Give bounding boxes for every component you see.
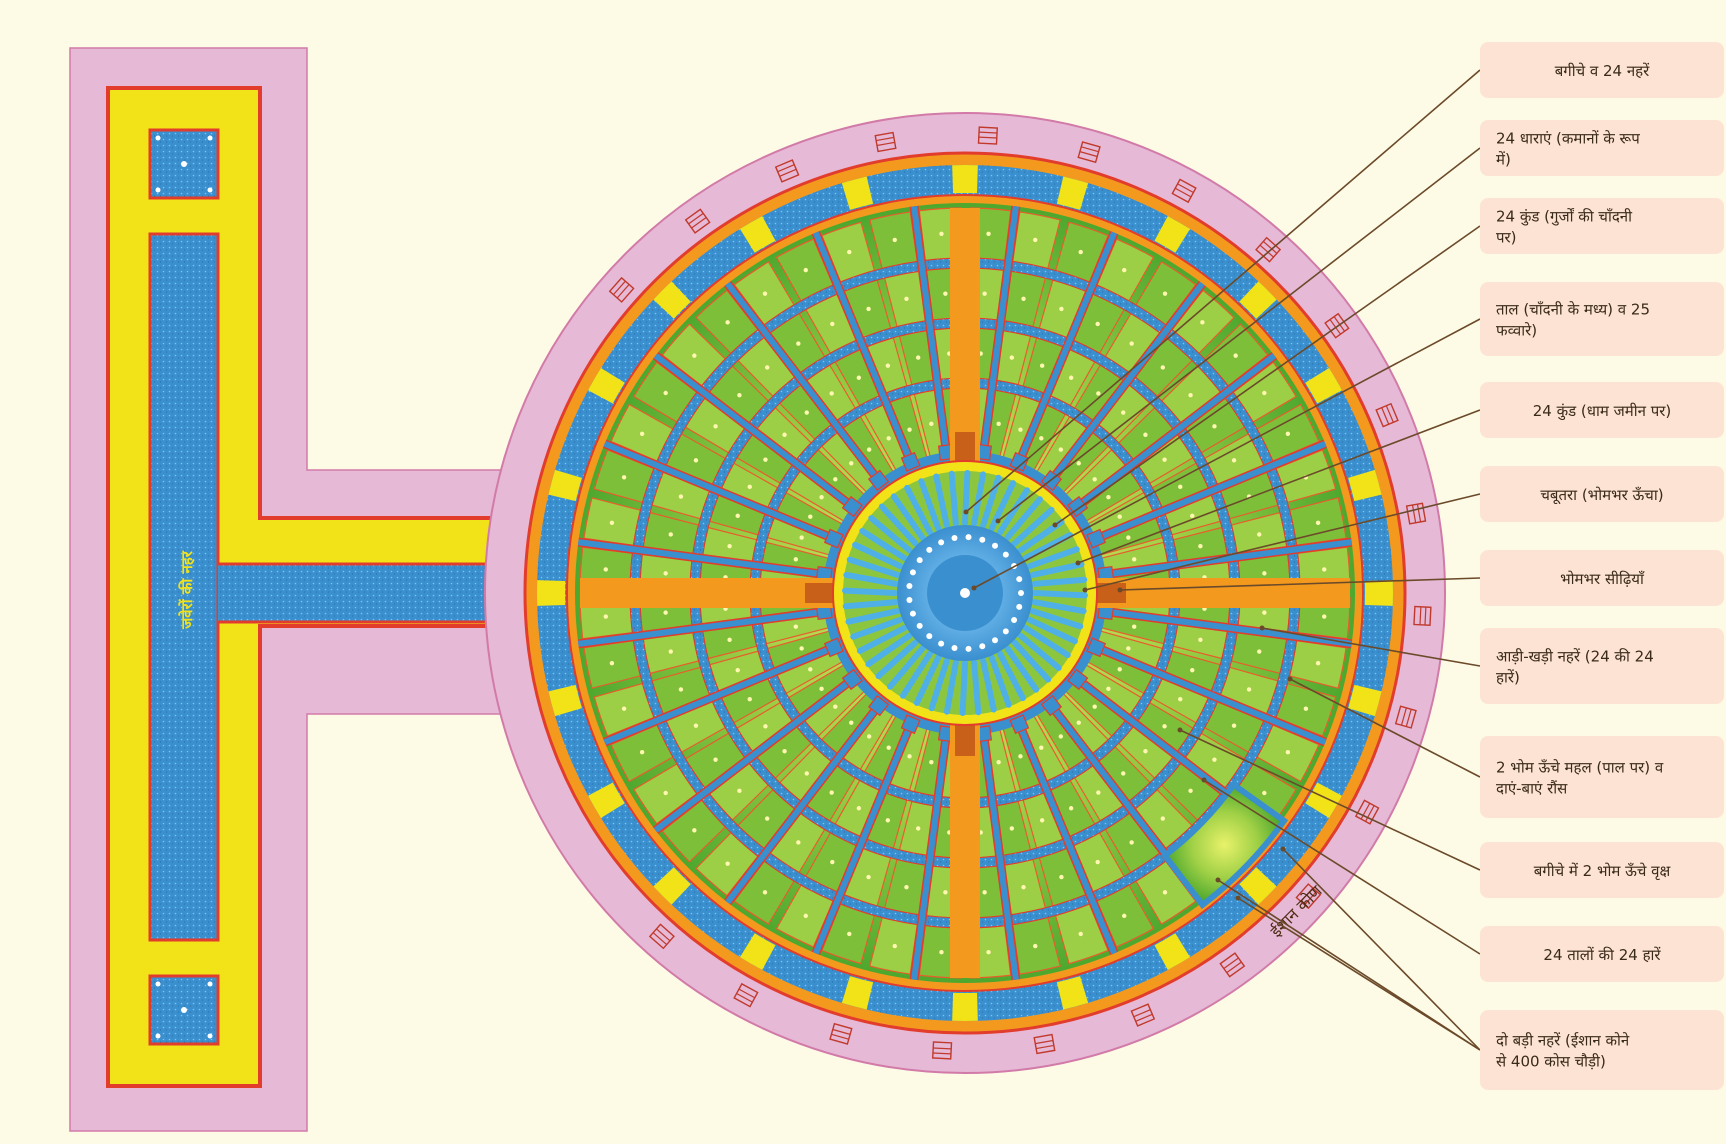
label-streams-arches: 24 धाराएं (कमानों के रूप में)	[1480, 120, 1724, 176]
label-text: बगीचे में 2 भोम ऊँचे वृक्ष	[1534, 862, 1671, 881]
fountain-icon	[926, 547, 932, 553]
fountain-icon	[952, 535, 958, 541]
label-chabutara: चबूतरा (भोमभर ऊँचा)	[1480, 466, 1724, 522]
leader-line	[1283, 849, 1480, 1050]
fountain-icon	[1003, 552, 1009, 558]
fountain-icon	[1016, 604, 1022, 610]
label-text: 24 तालों की 24 हारें	[1543, 946, 1661, 964]
label-gardens-canals: बगीचे व 24 नहरें	[1480, 42, 1724, 98]
label-text: 24 कुंड (धाम जमीन पर)	[1533, 402, 1671, 421]
canal-pool-bottom	[150, 976, 218, 1044]
label-text: फव्वारे)	[1496, 322, 1537, 340]
label-text: से 400 कोस चौड़ी)	[1496, 1053, 1606, 1071]
fountain-icon	[906, 597, 912, 603]
fountain-icon	[966, 646, 972, 652]
fountain-icon	[926, 633, 932, 639]
fountain-icon	[1011, 617, 1017, 623]
label-bhombhar-stairs: भोमभर सीढ़ियाँ	[1480, 550, 1724, 606]
label-text: बगीचे व 24 नहरें	[1555, 62, 1650, 80]
label-cross-canals: आड़ी-खड़ी नहरें (24 की 24 हारें)	[1480, 628, 1724, 704]
fountain-icon	[966, 534, 972, 540]
canal-pool-top	[150, 130, 218, 198]
label-text: दाएं-बाएं रौंस	[1496, 780, 1568, 798]
fountain-icon	[1003, 628, 1009, 634]
fountain-icon	[906, 583, 912, 589]
label-text: 2 भोम ऊँचे महल (पाल पर) व	[1496, 759, 1664, 777]
label-text: ताल (चाँदनी के मध्य) व 25	[1496, 301, 1650, 319]
label-taal-rows: 24 तालों की 24 हारें	[1480, 926, 1724, 982]
label-text: दो बड़ी नहरें (ईशान कोने	[1496, 1032, 1630, 1050]
fountain-icon	[1016, 576, 1022, 582]
label-text: हारें)	[1496, 669, 1520, 687]
fountain-icon	[992, 637, 998, 643]
label-kund-dham: 24 कुंड (धाम जमीन पर)	[1480, 382, 1724, 438]
label-text: में)	[1496, 151, 1511, 169]
label-text: चबूतरा (भोमभर ऊँचा)	[1540, 486, 1663, 505]
fountain-icon	[917, 623, 923, 629]
fountain-icon	[979, 643, 985, 649]
label-boxes: बगीचे व 24 नहरें 24 धाराएं (कमानों के रूप…	[1480, 42, 1724, 1090]
label-trees: बगीचे में 2 भोम ऊँचे वृक्ष	[1480, 842, 1724, 898]
fountain-icon	[910, 611, 916, 617]
label-text: 24 कुंड (गुर्जों की चाँदनी	[1496, 208, 1633, 227]
label-big-canals: दो बड़ी नहरें (ईशान कोने से 400 कोस चौड़ी…	[1480, 1010, 1724, 1090]
fountain-icon	[1018, 590, 1024, 596]
fountain-icon	[938, 641, 944, 647]
label-text: 24 धाराएं (कमानों के रूप	[1496, 130, 1640, 148]
fountain-icon	[910, 569, 916, 575]
canal-vertical-label: जवेरों की नहर	[178, 550, 196, 630]
label-kund-gurjon: 24 कुंड (गुर्जों की चाँदनी पर)	[1480, 198, 1724, 254]
fountain-icon	[979, 537, 985, 543]
fountain-icon	[992, 543, 998, 549]
label-palaces: 2 भोम ऊँचे महल (पाल पर) व दाएं-बाएं रौंस	[1480, 736, 1724, 818]
label-taal-fountains: ताल (चाँदनी के मध्य) व 25 फव्वारे)	[1480, 282, 1724, 356]
fountain-icon	[938, 539, 944, 545]
fountain-icon	[952, 645, 958, 651]
fountain-icon	[917, 557, 923, 563]
center-fountain-icon	[960, 588, 970, 598]
label-text: आड़ी-खड़ी नहरें (24 की 24	[1496, 648, 1654, 666]
label-text: भोमभर सीढ़ियाँ	[1560, 570, 1645, 588]
circular-garden: ईशान कोण	[485, 113, 1445, 1073]
label-text: पर)	[1496, 229, 1517, 247]
